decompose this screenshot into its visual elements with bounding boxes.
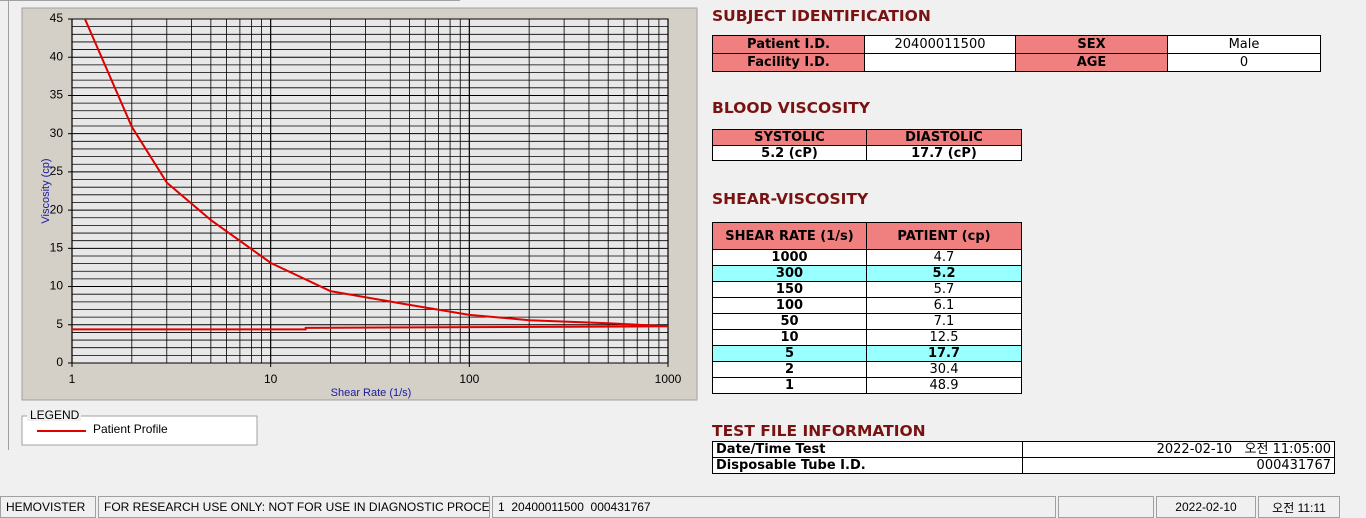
chart: 0 5 10 15 20 25 30 35 40 45 1 10 100 1000 Viscosity (…	[0, 0, 698, 450]
shear-rate: 50	[712, 313, 867, 330]
column-header: SYSTOLIC	[712, 129, 867, 146]
patient-viscosity: 48.9	[866, 377, 1022, 394]
y-tick-label: 15	[50, 241, 64, 255]
status-field: HEMOVISTER	[0, 496, 96, 518]
legend-title-bg	[27, 409, 81, 421]
patient-viscosity: 17.7	[866, 345, 1022, 362]
section-heading: SUBJECT IDENTIFICATION	[712, 7, 931, 25]
field-value: 0	[1167, 53, 1321, 72]
x-tick-label: 1	[69, 372, 76, 386]
field-value: 000431767	[1022, 457, 1335, 474]
patient-viscosity: 4.7	[866, 249, 1022, 266]
shear-rate: 1000	[712, 249, 867, 266]
field-label: Facility I.D.	[712, 53, 865, 72]
field-value	[864, 53, 1016, 72]
column-header: PATIENT (cp)	[866, 222, 1022, 250]
column-header: SHEAR RATE (1/s)	[712, 222, 867, 250]
blood-viscosity-value: 5.2 (cP)	[712, 145, 867, 161]
plot-area	[71, 18, 669, 364]
y-tick-label: 30	[50, 126, 64, 140]
y-tick-label: 40	[50, 49, 64, 63]
y-tick-label: 35	[50, 88, 64, 102]
field-value: Male	[1167, 35, 1321, 54]
patient-viscosity: 5.2	[866, 265, 1022, 282]
patient-viscosity: 5.7	[866, 281, 1022, 298]
column-header: DIASTOLIC	[866, 129, 1022, 146]
field-label: AGE	[1015, 53, 1168, 72]
series-line	[83, 19, 668, 328]
status-field: FOR RESEARCH USE ONLY: NOT FOR USE IN DI…	[98, 496, 490, 518]
shear-rate: 150	[712, 281, 867, 298]
status-field: 1 20400011500 000431767	[492, 496, 1056, 518]
shear-rate: 2	[712, 361, 867, 378]
status-field: 2022-02-10	[1156, 496, 1256, 518]
field-value: 20400011500	[864, 35, 1016, 54]
field-label: Disposable Tube I.D.	[712, 457, 1023, 474]
field-label: Patient I.D.	[712, 35, 865, 54]
y-tick-label: 20	[50, 202, 64, 216]
x-tick-label: 100	[459, 372, 479, 386]
section-heading: BLOOD VISCOSITY	[712, 99, 870, 117]
x-tick-label: 10	[264, 372, 278, 386]
status-field: 오전 11:11	[1258, 496, 1340, 518]
patient-viscosity: 12.5	[866, 329, 1022, 346]
legend-title: LEGEND	[30, 408, 80, 422]
y-tick-label: 0	[56, 355, 63, 369]
patient-viscosity: 30.4	[866, 361, 1022, 378]
shear-rate: 1	[712, 377, 867, 394]
y-tick-label: 10	[50, 279, 64, 293]
y-tick-label: 45	[50, 11, 64, 25]
section-heading: SHEAR-VISCOSITY	[712, 190, 869, 208]
y-axis-label: Viscosity (cp)	[40, 158, 52, 223]
status-field	[1058, 496, 1154, 518]
field-value: 2022-02-10 오전 11:05:00	[1022, 441, 1335, 458]
series-line	[72, 325, 668, 331]
legend-label: Patient Profile	[93, 422, 168, 436]
patient-viscosity: 6.1	[866, 297, 1022, 314]
y-tick-label: 25	[50, 164, 64, 178]
x-tick-label: 1000	[655, 372, 682, 386]
shear-rate: 100	[712, 297, 867, 314]
blood-viscosity-value: 17.7 (cP)	[866, 145, 1022, 161]
section-heading: TEST FILE INFORMATION	[712, 422, 926, 440]
patient-viscosity: 7.1	[866, 313, 1022, 330]
y-tick-label: 5	[56, 317, 63, 331]
shear-rate: 10	[712, 329, 867, 346]
field-label: SEX	[1015, 35, 1168, 54]
shear-rate: 5	[712, 345, 867, 362]
field-label: Date/Time Test	[712, 441, 1023, 458]
x-axis-label: Shear Rate (1/s)	[331, 387, 412, 399]
shear-rate: 300	[712, 265, 867, 282]
